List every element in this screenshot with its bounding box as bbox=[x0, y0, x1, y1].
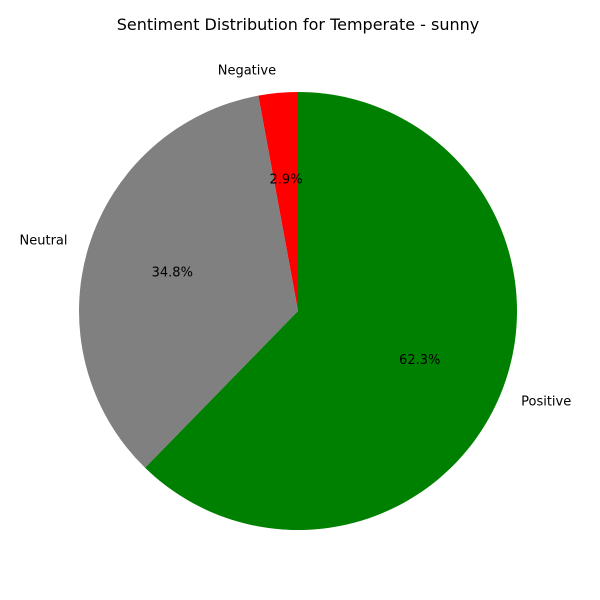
slice-percent-positive: 62.3% bbox=[399, 353, 440, 368]
pie-slice-neutral bbox=[78, 95, 298, 468]
slice-label-negative: Negative bbox=[218, 64, 276, 79]
slice-percent-neutral: 34.8% bbox=[152, 265, 193, 280]
slice-label-neutral: Neutral bbox=[20, 233, 68, 248]
pie-slice-positive bbox=[145, 92, 517, 531]
slice-percent-negative: 2.9% bbox=[270, 173, 303, 188]
pie-labels: Negative 2.9% Neutral 34.8% Positive 62.3% bbox=[20, 64, 572, 410]
pie-slices bbox=[78, 92, 517, 531]
chart-title: Sentiment Distribution for Temperate - s… bbox=[117, 15, 479, 34]
pie-slice-negative bbox=[258, 92, 298, 311]
slice-label-positive: Positive bbox=[521, 394, 571, 409]
